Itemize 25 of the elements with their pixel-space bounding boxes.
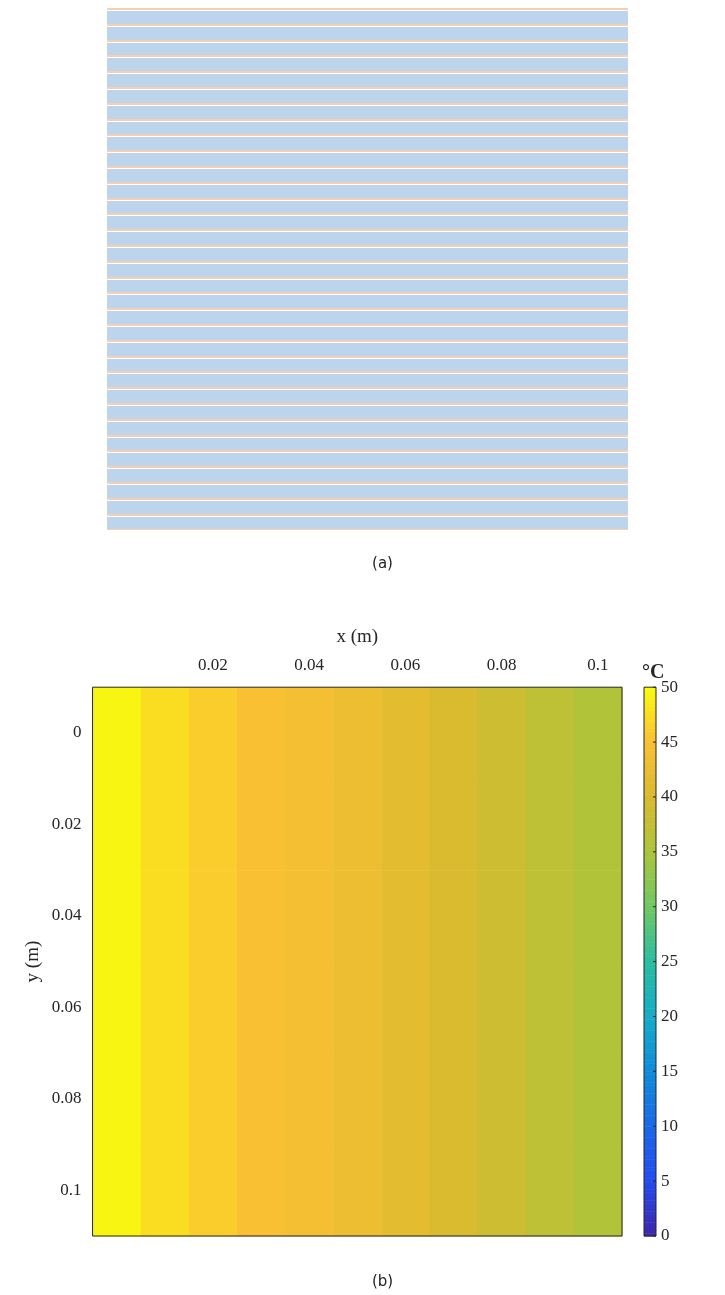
x-tick-label: 0.08 bbox=[486, 655, 517, 675]
y-tick-label: 0.08 bbox=[51, 1088, 82, 1108]
x-tick-label: 0.02 bbox=[198, 655, 228, 675]
y-tick-label: 0.06 bbox=[51, 996, 82, 1016]
text: (b) bbox=[370, 1272, 395, 1290]
color-bar-label: 40 bbox=[661, 786, 678, 806]
text: (a) bbox=[371, 554, 394, 572]
color-bar-label: 35 bbox=[661, 841, 678, 861]
color-bar-label: 15 bbox=[661, 1060, 678, 1080]
color-bar-label: 45 bbox=[661, 731, 678, 751]
color-bar-label: 0 bbox=[661, 1225, 670, 1245]
y-tick-label: 0 bbox=[73, 722, 82, 742]
color-bar-label: 25 bbox=[661, 951, 678, 971]
color-bar-label: 5 bbox=[661, 1170, 670, 1190]
color-bar-label: 20 bbox=[661, 1005, 678, 1025]
x-tick-label: 0.06 bbox=[390, 655, 421, 675]
x-tick-label: 0.1 bbox=[587, 655, 609, 675]
x-axis-title: x (m) bbox=[336, 625, 379, 648]
y-tick-label: 0.02 bbox=[51, 813, 82, 833]
y-axis-title: y (m) bbox=[21, 940, 44, 983]
y-tick-label: 0.1 bbox=[60, 1179, 82, 1199]
x-tick-label: 0.04 bbox=[294, 655, 325, 675]
color-bar-label: 30 bbox=[661, 896, 678, 916]
y-tick-label: 0.04 bbox=[51, 905, 83, 925]
color-bar-label: 10 bbox=[661, 1115, 678, 1135]
